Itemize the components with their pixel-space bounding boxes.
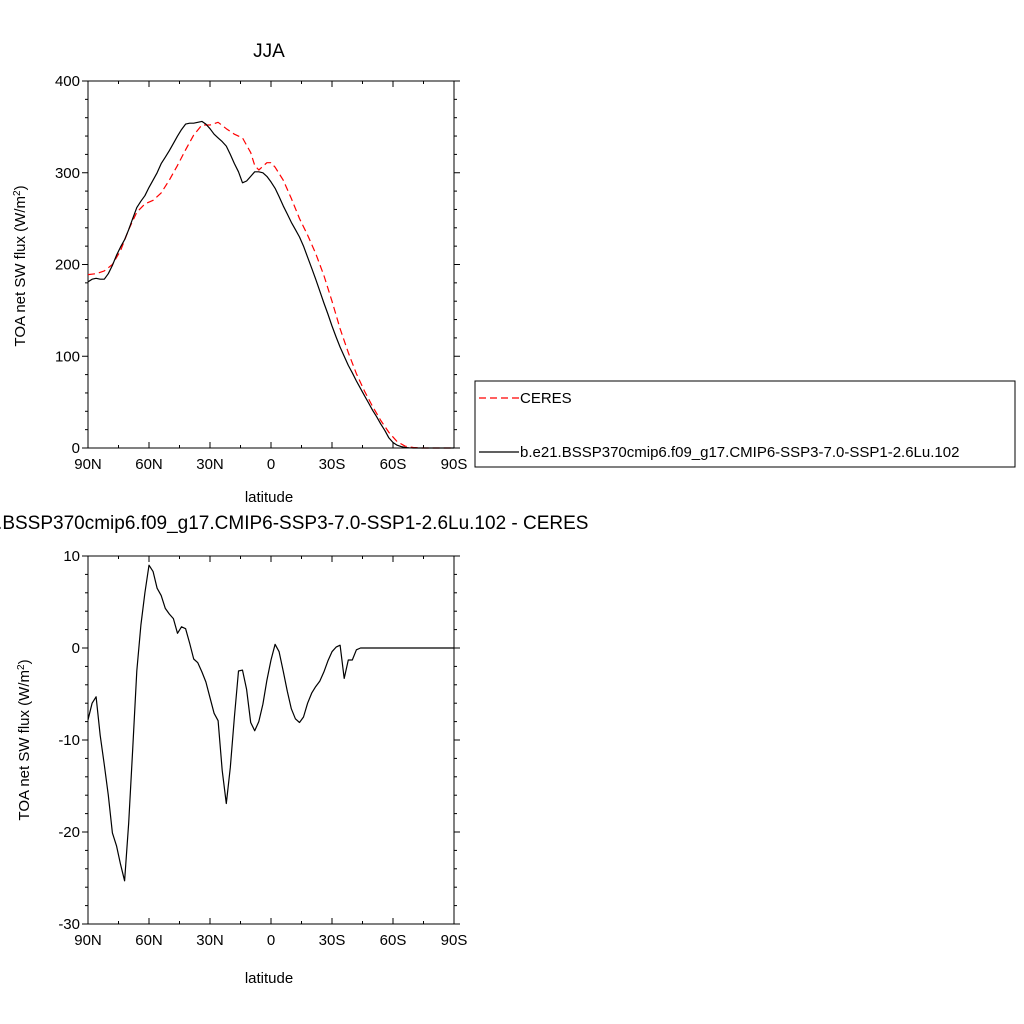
bottom-x-tick-label: 30N xyxy=(196,932,224,949)
bottom-series-line-difference xyxy=(87,564,454,882)
top-x-tick-label: 30S xyxy=(319,456,346,473)
bottom-x-tick-label: 0 xyxy=(267,932,275,949)
bottom-y-tick-label: -10 xyxy=(58,732,80,749)
top-x-axis-label: latitude xyxy=(245,489,293,506)
top-x-tick-label: 0 xyxy=(267,456,275,473)
bottom-x-tick-label: 30S xyxy=(319,932,346,949)
top-panel: JJA 90N 60N 30N 0 30S 60S 90S 0 100 200 300 400 lat… xyxy=(12,41,467,506)
top-x-tick-label: 30N xyxy=(196,456,224,473)
bottom-y-axis-label: TOA net SW flux (W/m2) xyxy=(16,659,33,820)
top-y-axis-label: TOA net SW flux (W/m2) xyxy=(12,185,29,346)
legend-ceres-label: CERES xyxy=(520,390,572,407)
top-y-tick-label: 400 xyxy=(55,73,80,90)
top-y-axis-label-superscript: 2 xyxy=(12,190,23,196)
bottom-series xyxy=(87,564,454,882)
bottom-y-tick-label: 10 xyxy=(63,548,80,565)
legend-model-label: b.e21.BSSP370cmip6.f09_g17.CMIP6-SSP3-7.… xyxy=(520,444,959,461)
bottom-y-tick-label: 0 xyxy=(72,640,80,657)
top-plot-frame xyxy=(87,80,455,449)
legend-box xyxy=(474,380,1016,468)
bottom-y-axis-label-close: ) xyxy=(16,659,33,664)
legend: CERES b.e21.BSSP370cmip6.f09_g17.CMIP6-S… xyxy=(474,380,1016,468)
bottom-y-axis-label-main: TOA net SW flux (W/m xyxy=(16,670,33,821)
top-y-tick-label: 300 xyxy=(55,165,80,182)
top-series-line-model xyxy=(87,120,454,449)
top-chart-title: JJA xyxy=(253,41,285,62)
top-series xyxy=(87,120,454,449)
bottom-ticks: 90N 60N 30N 0 30S 60S 90S -30 -20 -10 0 10 xyxy=(58,548,467,949)
bottom-x-tick-label: 90N xyxy=(74,932,102,949)
top-y-tick-label: 0 xyxy=(72,440,80,457)
bottom-x-tick-label: 60N xyxy=(135,932,163,949)
top-x-tick-label: 90N xyxy=(74,456,102,473)
top-ticks: 90N 60N 30N 0 30S 60S 90S 0 100 200 300 400 xyxy=(55,73,467,473)
top-series-line-ceres xyxy=(87,121,454,449)
bottom-x-tick-label: 60S xyxy=(380,932,407,949)
bottom-y-axis-label-superscript: 2 xyxy=(16,664,27,670)
top-y-tick-label: 200 xyxy=(55,257,80,274)
bottom-x-tick-label: 90S xyxy=(441,932,468,949)
bottom-panel: b.e21.BSSP370cmip6.f09_g17.CMIP6-SSP3-7.… xyxy=(0,513,588,987)
top-y-axis-label-close: ) xyxy=(12,185,29,190)
top-x-tick-label: 60S xyxy=(380,456,407,473)
bottom-y-tick-label: -30 xyxy=(58,916,80,933)
bottom-chart-title: b.e21.BSSP370cmip6.f09_g17.CMIP6-SSP3-7.… xyxy=(0,513,588,534)
top-x-tick-label: 90S xyxy=(441,456,468,473)
top-y-tick-label: 100 xyxy=(55,348,80,365)
top-x-tick-label: 60N xyxy=(135,456,163,473)
bottom-x-axis-label: latitude xyxy=(245,970,293,987)
bottom-y-tick-label: -20 xyxy=(58,824,80,841)
top-y-axis-label-main: TOA net SW flux (W/m xyxy=(12,196,29,347)
